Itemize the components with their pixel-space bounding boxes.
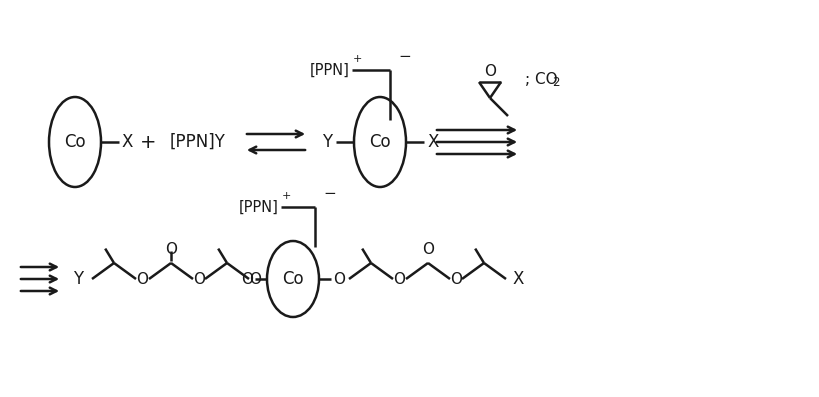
Text: −: − [397,49,410,64]
Text: O: O [483,64,495,79]
Text: O: O [333,272,345,287]
Text: O: O [249,272,260,287]
Text: O: O [136,272,147,287]
Text: O: O [165,243,177,258]
Text: O: O [241,272,253,287]
Text: X: X [427,133,438,151]
Text: Co: Co [64,133,86,151]
Text: [PPN]Y: [PPN]Y [170,133,226,151]
Text: ; CO: ; CO [524,71,557,87]
Text: X: X [121,133,133,151]
Text: [PPN]: [PPN] [239,200,278,214]
Text: Co: Co [369,133,391,151]
Text: Y: Y [73,270,83,288]
Text: −: − [323,186,335,201]
Text: +: + [282,191,291,201]
Text: X: X [512,270,523,288]
Text: Y: Y [322,133,332,151]
Text: O: O [422,243,433,258]
Text: [PPN]: [PPN] [310,62,350,77]
Text: O: O [192,272,205,287]
Text: Co: Co [282,270,304,288]
Text: +: + [352,54,362,64]
Text: +: + [139,133,156,152]
Text: 2: 2 [551,77,559,89]
Text: O: O [450,272,461,287]
Text: O: O [392,272,405,287]
